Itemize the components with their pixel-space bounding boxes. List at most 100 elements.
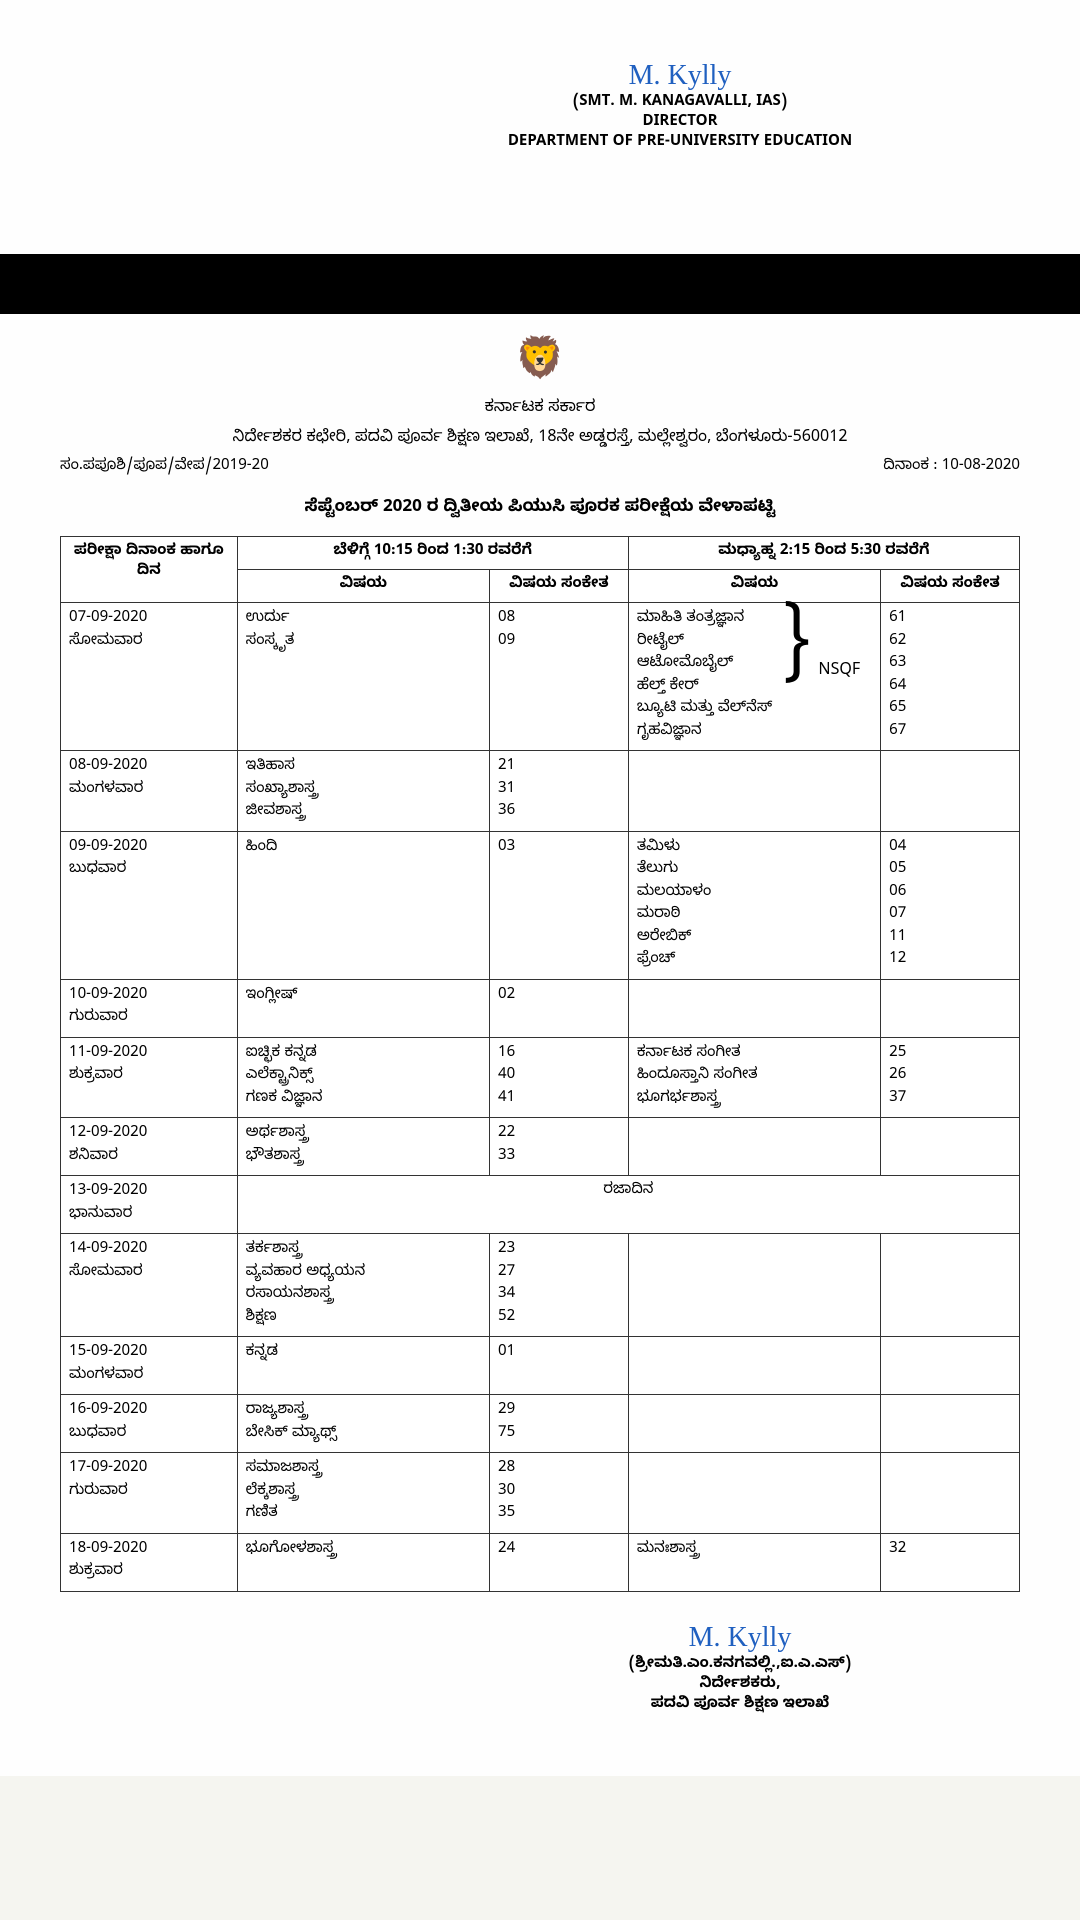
- black-separator-bar: [0, 254, 1080, 314]
- date-cell: 15-09-2020ಮಂಗಳವಾರ: [61, 1337, 238, 1395]
- afternoon-subject-cell: ಕರ್ನಾಟಕ ಸಂಗೀತಹಿಂದೂಸ್ತಾನಿ ಸಂಗೀತಭೂಗರ್ಭಶಾಸ್…: [628, 1037, 880, 1118]
- afternoon-subject-cell: ತಮಿಳುತೆಲುಗುಮಲಯಾಳಂಮರಾಠಿಅರೇಬಿಕ್ಫ್ರೆಂಚ್: [628, 831, 880, 979]
- bottom-signature-title: ನಿರ್ದೇಶಕರು,: [460, 1676, 1020, 1696]
- morning-subject-cell: ಇಂಗ್ಲೀಷ್: [237, 979, 489, 1037]
- afternoon-subject-cell: [628, 1118, 880, 1176]
- date-cell: 12-09-2020ಶನಿವಾರ: [61, 1118, 238, 1176]
- morning-code-cell: 2975: [490, 1395, 629, 1453]
- bottom-signature-dept: ಪದವಿ ಪೂರ್ವ ಶಿಕ್ಷಣ ಇಲಾಖೆ: [460, 1696, 1020, 1716]
- date-cell: 09-09-2020ಬುಧವಾರ: [61, 831, 238, 979]
- nsqf-brace-icon: }: [783, 613, 810, 683]
- afternoon-code-cell: [881, 1234, 1020, 1337]
- afternoon-code-cell: [881, 979, 1020, 1037]
- afternoon-subject-header: ವಿಷಯ: [628, 570, 880, 603]
- top-signature-name: (SMT. M. KANAGAVALLI, IAS): [340, 94, 1020, 114]
- afternoon-subject-cell: ಮನಃಶಾಸ್ತ್ರ: [628, 1533, 880, 1591]
- table-row: 11-09-2020ಶುಕ್ರವಾರಐಚ್ಛಿಕ ಕನ್ನಡಎಲೆಕ್ಟ್ರಾನ…: [61, 1037, 1020, 1118]
- afternoon-code-cell: 616263646567: [881, 603, 1020, 751]
- top-page-section: M. Kylly (SMT. M. KANAGAVALLI, IAS) DIRE…: [0, 0, 1080, 254]
- exam-timetable: ಪರೀಕ್ಷಾ ದಿನಾಂಕ ಹಾಗೂ ದಿನ ಬೆಳಿಗ್ಗೆ 10:15 ರ…: [60, 536, 1020, 1592]
- afternoon-code-cell: [881, 1118, 1020, 1176]
- top-signature-block: M. Kylly (SMT. M. KANAGAVALLI, IAS) DIRE…: [340, 60, 1020, 154]
- table-row: 18-09-2020ಶುಕ್ರವಾರಭೂಗೋಳಶಾಸ್ತ್ರ24ಮನಃಶಾಸ್ತ…: [61, 1533, 1020, 1591]
- afternoon-header: ಮಧ್ಯಾಹ್ನ 2:15 ರಿಂದ 5:30 ರವರೆಗೆ: [628, 537, 1019, 570]
- holiday-cell: ರಜಾದಿನ: [237, 1176, 1019, 1234]
- morning-subject-cell: ಭೂಗೋಳಶಾಸ್ತ್ರ: [237, 1533, 489, 1591]
- table-row: 08-09-2020ಮಂಗಳವಾರಇತಿಹಾಸಸಂಖ್ಯಾಶಾಸ್ತ್ರಜೀವಶ…: [61, 751, 1020, 832]
- table-row: 12-09-2020ಶನಿವಾರಅರ್ಥಶಾಸ್ತ್ರಭೌತಶಾಸ್ತ್ರ223…: [61, 1118, 1020, 1176]
- afternoon-code-header: ವಿಷಯ ಸಂಕೇತ: [881, 570, 1020, 603]
- afternoon-code-cell: 252637: [881, 1037, 1020, 1118]
- table-row: 13-09-2020ಭಾನುವಾರರಜಾದಿನ: [61, 1176, 1020, 1234]
- table-row: 15-09-2020ಮಂಗಳವಾರಕನ್ನಡ01: [61, 1337, 1020, 1395]
- date-cell: 11-09-2020ಶುಕ್ರವಾರ: [61, 1037, 238, 1118]
- morning-code-cell: 213136: [490, 751, 629, 832]
- morning-code-cell: 24: [490, 1533, 629, 1591]
- morning-subject-cell: ಕನ್ನಡ: [237, 1337, 489, 1395]
- date-header: ಪರೀಕ್ಷಾ ದಿನಾಂಕ ಹಾಗೂ ದಿನ: [61, 537, 238, 603]
- top-signature-title: DIRECTOR: [340, 114, 1020, 134]
- afternoon-code-cell: [881, 751, 1020, 832]
- header-row-1: ಪರೀಕ್ಷಾ ದಿನಾಂಕ ಹಾಗೂ ದಿನ ಬೆಳಿಗ್ಗೆ 10:15 ರ…: [61, 537, 1020, 570]
- morning-subject-cell: ತರ್ಕಶಾಸ್ತ್ರವ್ಯವಹಾರ ಅಧ್ಯಯನರಸಾಯನಶಾಸ್ತ್ರಶಿಕ…: [237, 1234, 489, 1337]
- date-cell: 13-09-2020ಭಾನುವಾರ: [61, 1176, 238, 1234]
- morning-code-cell: 01: [490, 1337, 629, 1395]
- morning-code-cell: 23273452: [490, 1234, 629, 1337]
- morning-subject-cell: ಸಮಾಜಶಾಸ್ತ್ರಲೆಕ್ಕಶಾಸ್ತ್ರಗಣಿತ: [237, 1453, 489, 1534]
- table-row: 09-09-2020ಬುಧವಾರಹಿಂದಿ03ತಮಿಳುತೆಲುಗುಮಲಯಾಳಂ…: [61, 831, 1020, 979]
- date-cell: 17-09-2020ಗುರುವಾರ: [61, 1453, 238, 1534]
- office-address: ನಿರ್ದೇಶಕರ ಕಛೇರಿ, ಪದವಿ ಪೂರ್ವ ಶಿಕ್ಷಣ ಇಲಾಖೆ…: [60, 428, 1020, 450]
- morning-subject-header: ವಿಷಯ: [237, 570, 489, 603]
- top-signature-dept: DEPARTMENT OF PRE-UNIVERSITY EDUCATION: [340, 134, 1020, 154]
- reference-row: ಸಂ.ಪಪೂಶಿ/ಪೂಪ/ವೇಪ/2019-20 ದಿನಾಂಕ : 10-08-…: [60, 458, 1020, 478]
- afternoon-subject-cell: ಮಾಹಿತಿ ತಂತ್ರಜ್ಞಾನರೀಟೈಲ್ಆಟೋಮೊಬೈಲ್ಹೆಲ್ತ್ ಕ…: [628, 603, 880, 751]
- nsqf-label: NSQF: [818, 660, 860, 684]
- morning-code-cell: 0809: [490, 603, 629, 751]
- table-row: 10-09-2020ಗುರುವಾರಇಂಗ್ಲೀಷ್02: [61, 979, 1020, 1037]
- document-title: ಸೆಪ್ಟೆಂಬರ್ 2020 ರ ದ್ವಿತೀಯ ಪಿಯುಸಿ ಪೂರಕ ಪರ…: [60, 498, 1020, 521]
- morning-code-cell: 2233: [490, 1118, 629, 1176]
- table-row: 14-09-2020ಸೋಮವಾರತರ್ಕಶಾಸ್ತ್ರವ್ಯವಹಾರ ಅಧ್ಯಯ…: [61, 1234, 1020, 1337]
- date-cell: 16-09-2020ಬುಧವಾರ: [61, 1395, 238, 1453]
- morning-code-header: ವಿಷಯ ಸಂಕೇತ: [490, 570, 629, 603]
- date-cell: 14-09-2020ಸೋಮವಾರ: [61, 1234, 238, 1337]
- afternoon-subject-cell: [628, 1234, 880, 1337]
- morning-code-cell: 283035: [490, 1453, 629, 1534]
- bottom-signature: M. Kylly: [460, 1622, 1020, 1654]
- afternoon-subject-cell: [628, 979, 880, 1037]
- document-date: ದಿನಾಂಕ : 10-08-2020: [883, 458, 1020, 478]
- main-page-section: 🦁 ಕರ್ನಾಟಕ ಸರ್ಕಾರ ನಿರ್ದೇಶಕರ ಕಛೇರಿ, ಪದವಿ ಪ…: [0, 314, 1080, 1776]
- bottom-signature-name: (ಶ್ರೀಮತಿ.ಎಂ.ಕನಗವಲ್ಲಿ.,ಐ.ಎ.ಎಸ್): [460, 1656, 1020, 1676]
- morning-code-cell: 02: [490, 979, 629, 1037]
- morning-subject-cell: ಅರ್ಥಶಾಸ್ತ್ರಭೌತಶಾಸ್ತ್ರ: [237, 1118, 489, 1176]
- afternoon-subject-cell: [628, 1395, 880, 1453]
- afternoon-subject-cell: [628, 1453, 880, 1534]
- morning-header: ಬೆಳಿಗ್ಗೆ 10:15 ರಿಂದ 1:30 ರವರೆಗೆ: [237, 537, 628, 570]
- emblem-block: 🦁: [60, 334, 1020, 393]
- afternoon-code-cell: 32: [881, 1533, 1020, 1591]
- morning-code-cell: 03: [490, 831, 629, 979]
- government-name: ಕರ್ನಾಟಕ ಸರ್ಕಾರ: [60, 398, 1020, 420]
- morning-subject-cell: ಇತಿಹಾಸಸಂಖ್ಯಾಶಾಸ್ತ್ರಜೀವಶಾಸ್ತ್ರ: [237, 751, 489, 832]
- morning-subject-cell: ಹಿಂದಿ: [237, 831, 489, 979]
- morning-subject-cell: ರಾಜ್ಯಶಾಸ್ತ್ರಬೇಸಿಕ್ ಮ್ಯಾಥ್ಸ್: [237, 1395, 489, 1453]
- afternoon-code-cell: 040506071112: [881, 831, 1020, 979]
- table-row: 17-09-2020ಗುರುವಾರಸಮಾಜಶಾಸ್ತ್ರಲೆಕ್ಕಶಾಸ್ತ್ರ…: [61, 1453, 1020, 1534]
- date-cell: 07-09-2020ಸೋಮವಾರ: [61, 603, 238, 751]
- afternoon-subject-cell: [628, 751, 880, 832]
- table-row: 07-09-2020ಸೋಮವಾರಉರ್ದುಸಂಸ್ಕೃತ0809ಮಾಹಿತಿ ತ…: [61, 603, 1020, 751]
- afternoon-code-cell: [881, 1395, 1020, 1453]
- bottom-signature-block: M. Kylly (ಶ್ರೀಮತಿ.ಎಂ.ಕನಗವಲ್ಲಿ.,ಐ.ಎ.ಎಸ್) …: [460, 1622, 1020, 1716]
- top-signature: M. Kylly: [340, 60, 1020, 92]
- morning-code-cell: 164041: [490, 1037, 629, 1118]
- karnataka-emblem-icon: 🦁: [515, 334, 565, 393]
- morning-subject-cell: ಐಚ್ಛಿಕ ಕನ್ನಡಎಲೆಕ್ಟ್ರಾನಿಕ್ಸ್ಗಣಕ ವಿಜ್ಞಾನ: [237, 1037, 489, 1118]
- date-cell: 08-09-2020ಮಂಗಳವಾರ: [61, 751, 238, 832]
- date-cell: 10-09-2020ಗುರುವಾರ: [61, 979, 238, 1037]
- morning-subject-cell: ಉರ್ದುಸಂಸ್ಕೃತ: [237, 603, 489, 751]
- afternoon-subject-cell: [628, 1337, 880, 1395]
- reference-number: ಸಂ.ಪಪೂಶಿ/ಪೂಪ/ವೇಪ/2019-20: [60, 458, 269, 478]
- afternoon-code-cell: [881, 1453, 1020, 1534]
- afternoon-code-cell: [881, 1337, 1020, 1395]
- date-cell: 18-09-2020ಶುಕ್ರವಾರ: [61, 1533, 238, 1591]
